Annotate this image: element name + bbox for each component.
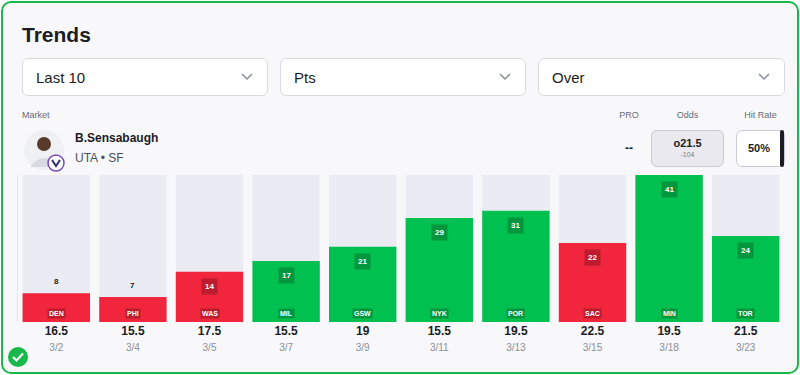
- html-text:Hit Rate: Hit Rate: [744, 110, 777, 120]
- svg-text:MIN: MIN: [663, 310, 676, 317]
- svg-text:DEN: DEN: [49, 310, 64, 317]
- html-text:Trends: Trends: [22, 23, 91, 46]
- html-text:Last 10: Last 10: [36, 69, 86, 86]
- svg-text:NYK: NYK: [432, 310, 447, 317]
- svg-text:24: 24: [741, 246, 750, 255]
- svg-text:POR: POR: [508, 310, 523, 317]
- svg-text:MIL: MIL: [280, 310, 293, 317]
- svg-text:19.53/13: 19.53/13: [504, 324, 528, 353]
- svg-text:15.53/7: 15.53/7: [274, 324, 298, 353]
- svg-text:GSW: GSW: [354, 310, 371, 317]
- svg-text:SAC: SAC: [585, 310, 600, 317]
- svg-text:22: 22: [588, 253, 597, 262]
- svg-text:22.53/15: 22.53/15: [581, 324, 605, 353]
- svg-text:15.53/4: 15.53/4: [121, 324, 145, 353]
- html-text:UTA • SF: UTA • SF: [75, 151, 124, 165]
- svg-text:17: 17: [282, 271, 291, 280]
- svg-text:15.53/11: 15.53/11: [428, 324, 452, 353]
- html-text:50%: 50%: [748, 142, 770, 154]
- svg-text:WAS: WAS: [202, 310, 218, 317]
- html-text:PRO: PRO: [619, 110, 639, 120]
- svg-text:PHI: PHI: [127, 310, 139, 317]
- svg-text:41: 41: [665, 185, 674, 194]
- svg-text:16.53/2: 16.53/2: [45, 324, 69, 353]
- svg-text:TOR: TOR: [738, 310, 753, 317]
- html-text:o21.5: o21.5: [673, 137, 702, 149]
- svg-text:8: 8: [54, 277, 59, 286]
- html-text:-104: -104: [680, 151, 695, 158]
- svg-text:21.53/23: 21.53/23: [734, 324, 758, 353]
- svg-text:21: 21: [358, 257, 367, 266]
- svg-text:17.53/5: 17.53/5: [198, 324, 222, 353]
- html-text:Odds: Odds: [676, 110, 699, 120]
- svg-text:14: 14: [205, 282, 214, 291]
- svg-text:19.53/18: 19.53/18: [657, 324, 681, 353]
- svg-text:193/9: 193/9: [356, 324, 370, 353]
- html-text:Market: Market: [22, 110, 50, 120]
- svg-text:7: 7: [130, 281, 135, 290]
- svg-text:29: 29: [435, 228, 444, 237]
- html-text:B.Sensabaugh: B.Sensabaugh: [75, 131, 159, 145]
- svg-text:31: 31: [511, 221, 520, 230]
- html-text:Pts: Pts: [294, 69, 316, 86]
- html-text:Over: Over: [552, 69, 585, 86]
